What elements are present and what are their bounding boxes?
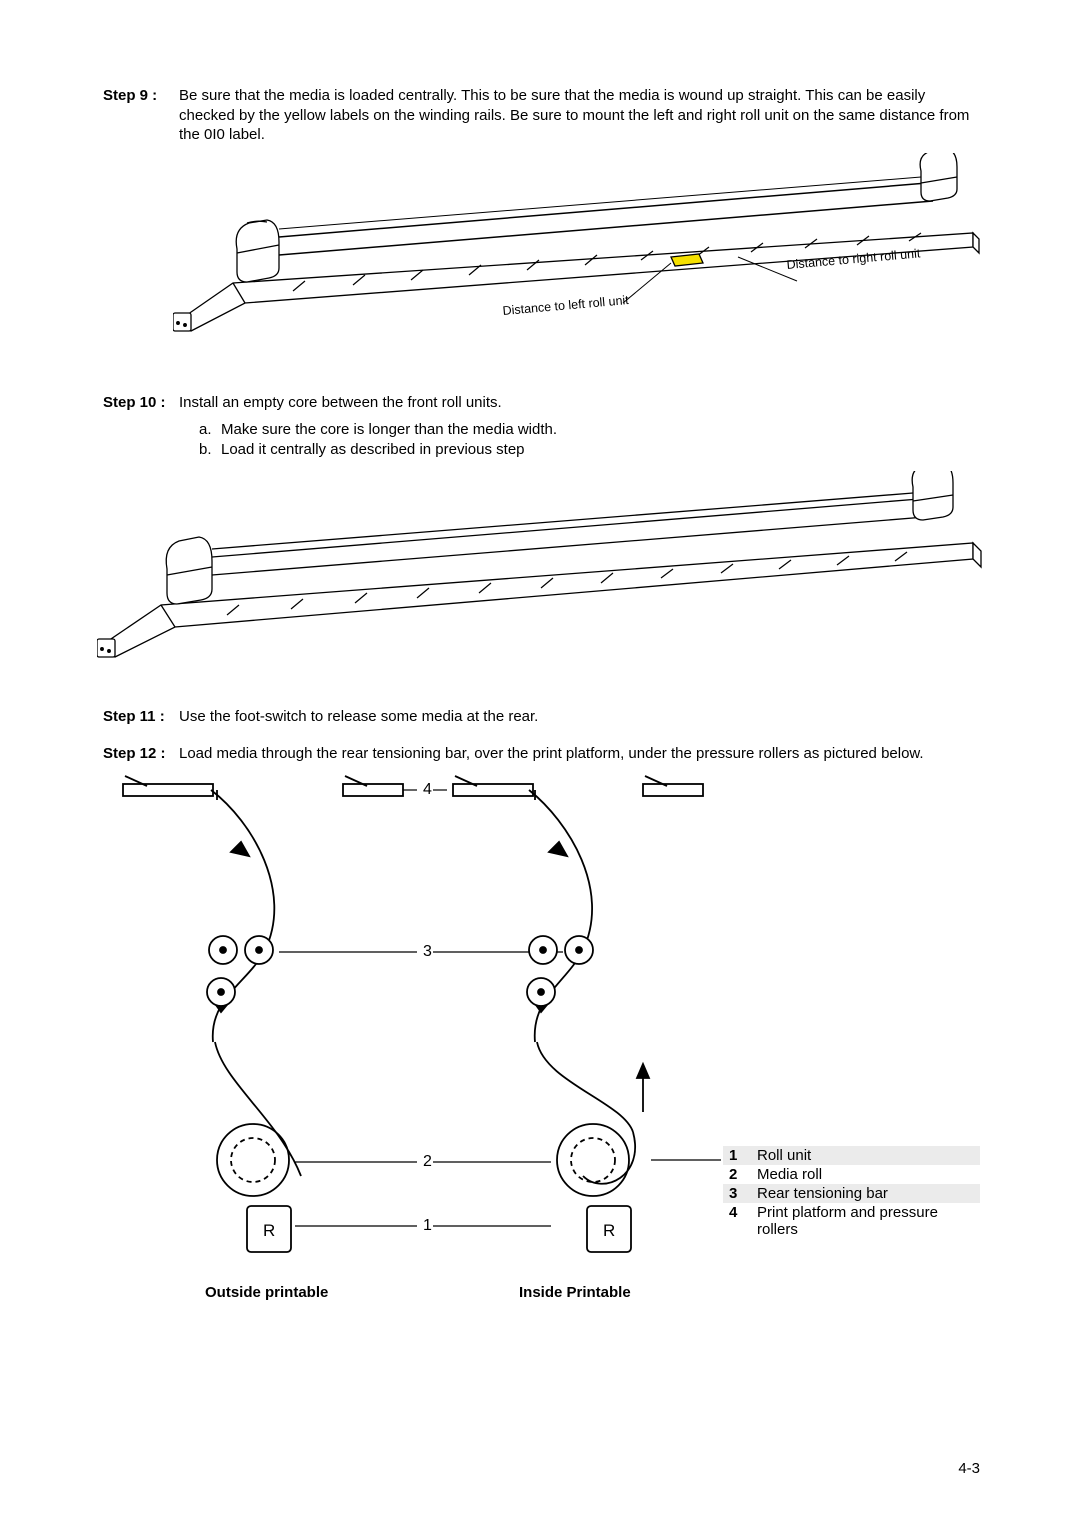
step-11: Step 11 : Use the foot-switch to release… xyxy=(103,707,980,727)
figure-captions: Outside printable Inside Printable xyxy=(205,1284,980,1301)
legend-row-2: 2 Media roll xyxy=(723,1165,980,1184)
legend-num-3: 3 xyxy=(723,1184,751,1203)
step-9-text: Be sure that the media is loaded central… xyxy=(179,86,980,145)
distance-left-label: Distance to left roll unit xyxy=(502,292,630,317)
svg-text:4: 4 xyxy=(423,781,432,798)
legend-num-1: 1 xyxy=(723,1146,751,1165)
figure-media-path: 4 3 2 1 R xyxy=(103,772,980,1272)
svg-text:R: R xyxy=(263,1221,275,1240)
figure-rail-plain xyxy=(97,471,980,661)
step-12-text: Load media through the rear tensioning b… xyxy=(179,744,980,764)
legend-num-2: 2 xyxy=(723,1165,751,1184)
step-12-label: Step 12 : xyxy=(103,744,179,764)
legend-table: 1 Roll unit 2 Media roll 3 Rear tensioni… xyxy=(723,1146,980,1239)
legend-row-4: 4 Print platform and pressure rollers xyxy=(723,1203,980,1239)
caption-inside: Inside Printable xyxy=(519,1284,759,1301)
figure-rail-labels: Distance to left roll unit Distance to r… xyxy=(173,153,980,333)
svg-text:1: 1 xyxy=(423,1217,432,1234)
legend-text-4: Print platform and pressure rollers xyxy=(751,1203,980,1239)
step-10-sub-a: a.Make sure the core is longer than the … xyxy=(199,420,980,440)
step-11-text: Use the foot-switch to release some medi… xyxy=(179,707,980,727)
legend-text-1: Roll unit xyxy=(751,1146,980,1165)
caption-outside: Outside printable xyxy=(205,1284,445,1301)
step-9-label: Step 9 : xyxy=(103,86,179,106)
step-10-text: Install an empty core between the front … xyxy=(179,393,980,461)
svg-text:3: 3 xyxy=(423,943,432,960)
svg-text:R: R xyxy=(603,1221,615,1240)
legend-num-4: 4 xyxy=(723,1203,751,1239)
svg-text:2: 2 xyxy=(423,1153,432,1170)
step-11-label: Step 11 : xyxy=(103,707,179,727)
step-9: Step 9 : Be sure that the media is loade… xyxy=(103,86,980,145)
step-10-label: Step 10 : xyxy=(103,393,179,413)
step-10: Step 10 : Install an empty core between … xyxy=(103,393,980,461)
step-10-sub-b: b.Load it centrally as described in prev… xyxy=(199,440,980,460)
legend-text-2: Media roll xyxy=(751,1165,980,1184)
page-number: 4-3 xyxy=(958,1460,980,1477)
step-10-sublist: a.Make sure the core is longer than the … xyxy=(179,420,980,461)
step-12: Step 12 : Load media through the rear te… xyxy=(103,744,980,764)
legend-row-1: 1 Roll unit xyxy=(723,1146,980,1165)
legend-text-3: Rear tensioning bar xyxy=(751,1184,980,1203)
legend-row-3: 3 Rear tensioning bar xyxy=(723,1184,980,1203)
